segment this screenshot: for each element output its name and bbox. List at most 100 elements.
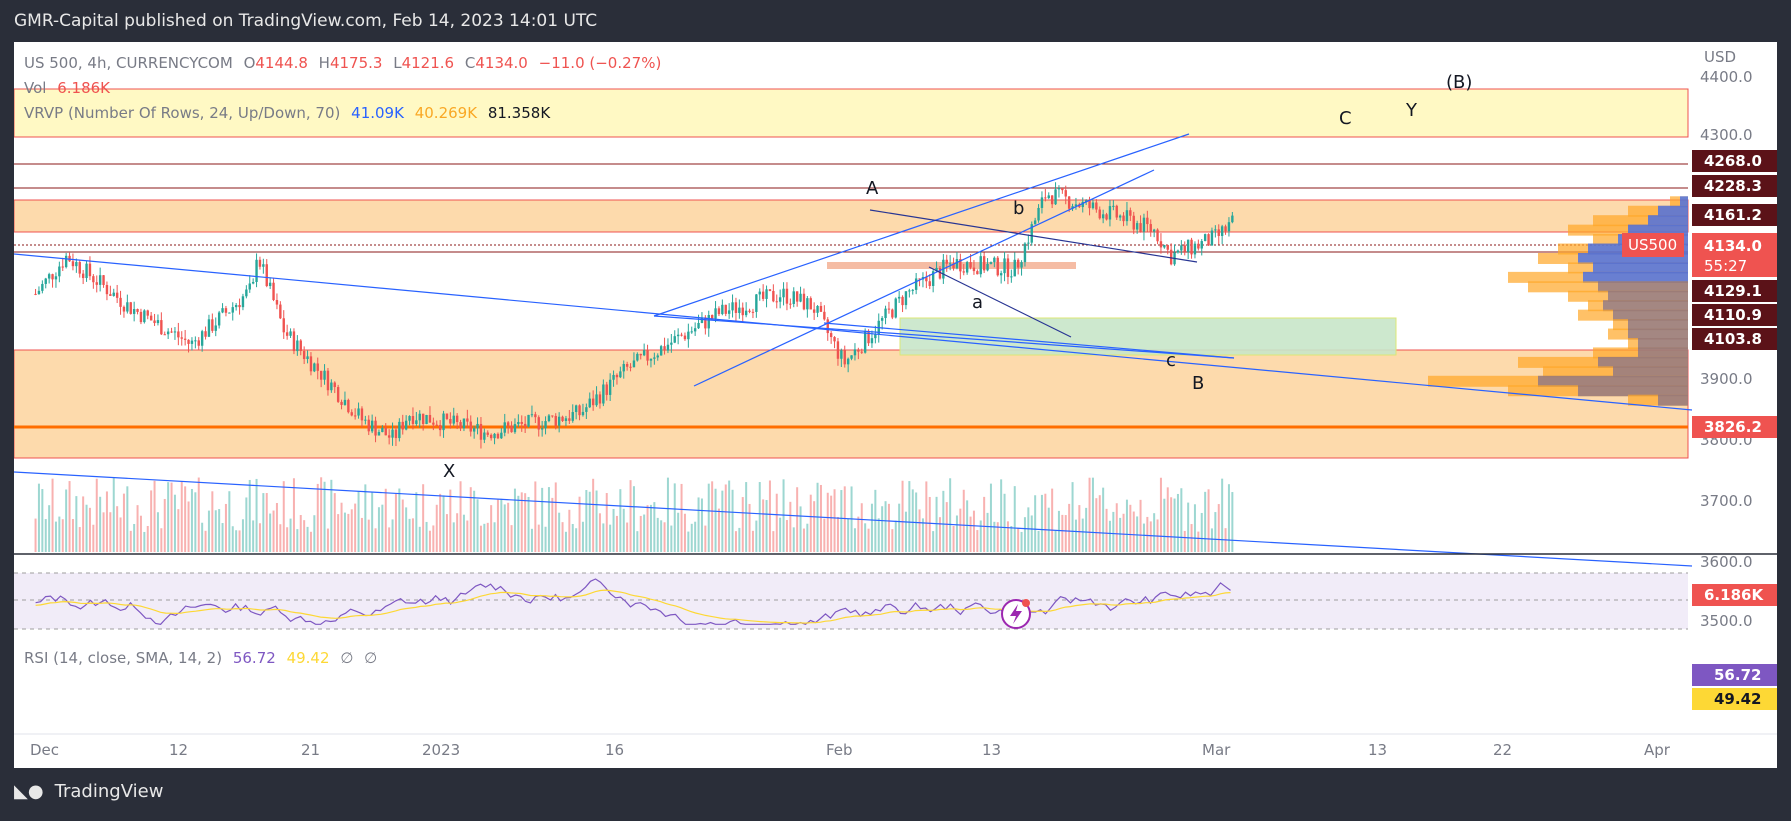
volume-bar bbox=[309, 531, 312, 552]
volume-bar bbox=[1074, 519, 1077, 552]
volume-bar bbox=[836, 517, 839, 552]
candle-body bbox=[44, 278, 47, 284]
volume-bar bbox=[867, 528, 870, 552]
candle-body bbox=[51, 274, 54, 280]
volume-bar bbox=[507, 502, 510, 552]
candle-body bbox=[1142, 217, 1146, 232]
candle-body bbox=[180, 337, 183, 339]
badge-4268: 4268.0 bbox=[1704, 152, 1762, 170]
legend-vrvp-down: 40.269K bbox=[414, 104, 478, 122]
volume-bar bbox=[99, 496, 102, 552]
candle-body bbox=[387, 435, 391, 438]
volume-bar bbox=[734, 531, 737, 552]
volume-bar bbox=[180, 481, 183, 552]
candle-body bbox=[1003, 258, 1006, 274]
candle-body bbox=[1197, 243, 1200, 249]
volume-bar bbox=[85, 504, 88, 552]
chart-canvas[interactable]: A b a c B X C Y (B) USD 4400.0 4300.0 39… bbox=[14, 42, 1777, 768]
volume-bar bbox=[51, 478, 54, 552]
wave-label-B: B bbox=[1192, 373, 1204, 394]
volume-bar bbox=[911, 489, 914, 552]
candle-body bbox=[574, 405, 578, 413]
volume-bar bbox=[921, 518, 924, 552]
volume-bar bbox=[102, 512, 105, 552]
candle-body bbox=[364, 419, 367, 421]
volume-profile-row-up bbox=[1598, 281, 1688, 293]
volume-bar bbox=[299, 515, 302, 552]
volume-profile-row-up bbox=[1538, 375, 1688, 387]
candle-body bbox=[588, 398, 591, 408]
replay-lightning-icon[interactable] bbox=[1001, 599, 1031, 629]
volume-bar bbox=[789, 501, 792, 552]
candle-body bbox=[1183, 245, 1186, 252]
volume-profile-row-up bbox=[1613, 366, 1688, 378]
candle-body bbox=[336, 387, 340, 402]
candle-body bbox=[510, 425, 513, 433]
volume-bar bbox=[452, 522, 455, 552]
legend-ohlc: US 500, 4h, CURRENCYCOM O4144.8 H4175.3 … bbox=[24, 54, 662, 72]
candle-body bbox=[904, 291, 908, 306]
volume-bar bbox=[71, 519, 74, 552]
volume-profile-row-up bbox=[1578, 385, 1688, 397]
volume-bar bbox=[1088, 477, 1091, 552]
volume-bar bbox=[843, 486, 846, 552]
volume-bar bbox=[959, 508, 962, 552]
candle-body bbox=[500, 432, 503, 439]
volume-bar bbox=[303, 520, 306, 552]
candle-body bbox=[969, 262, 972, 268]
candle-body bbox=[129, 302, 132, 314]
candle-body bbox=[503, 422, 506, 433]
volume-bar bbox=[755, 520, 758, 552]
volume-bar bbox=[187, 501, 190, 552]
candle-body bbox=[1152, 229, 1156, 232]
candle-body bbox=[884, 308, 887, 319]
volume-profile-row-up bbox=[1598, 356, 1688, 368]
candle-body bbox=[928, 281, 931, 286]
volume-bar bbox=[1149, 521, 1152, 552]
volume-bar bbox=[377, 507, 380, 552]
volume-bar bbox=[241, 519, 244, 552]
volume-bar bbox=[918, 509, 921, 552]
volume-bar bbox=[269, 513, 272, 552]
candle-body bbox=[1118, 215, 1122, 218]
volume-bar bbox=[1173, 498, 1176, 552]
volume-bar bbox=[462, 514, 465, 552]
chart-panel[interactable]: A b a c B X C Y (B) USD 4400.0 4300.0 39… bbox=[14, 42, 1777, 768]
candle-body bbox=[833, 337, 836, 342]
candle-body bbox=[1207, 234, 1210, 246]
supply-zone bbox=[14, 88, 1689, 138]
candle-body bbox=[568, 418, 571, 421]
volume-bar bbox=[371, 491, 374, 552]
time-tick-22: 22 bbox=[1493, 741, 1512, 759]
candle-body bbox=[398, 421, 401, 439]
volume-bar bbox=[326, 528, 329, 552]
volume-bar bbox=[558, 512, 561, 552]
volume-bar bbox=[153, 480, 156, 552]
legend-close: 4134.0 bbox=[475, 54, 528, 72]
volume-bar bbox=[585, 490, 588, 552]
volume-bar bbox=[197, 477, 200, 552]
volume-bar bbox=[629, 480, 632, 552]
candle-body bbox=[741, 307, 744, 316]
candle-body bbox=[908, 290, 911, 292]
legend-vrvp-up: 41.09K bbox=[351, 104, 404, 122]
volume-bar bbox=[82, 496, 85, 552]
volume-bar bbox=[877, 518, 880, 552]
candle-body bbox=[625, 364, 629, 367]
candle-body bbox=[197, 340, 200, 346]
volume-bar bbox=[758, 482, 761, 552]
candle-body bbox=[598, 394, 602, 404]
candle-body bbox=[867, 330, 870, 344]
volume-bar bbox=[765, 500, 768, 552]
candle-body bbox=[782, 288, 785, 298]
volume-bar bbox=[473, 490, 476, 552]
candle-body bbox=[296, 340, 299, 352]
volume-bar bbox=[768, 480, 771, 552]
candle-body bbox=[795, 291, 799, 302]
candle-body bbox=[585, 407, 588, 412]
volume-bar bbox=[92, 524, 95, 552]
candle-body bbox=[761, 291, 765, 299]
volume-bar bbox=[802, 528, 805, 552]
candle-body bbox=[207, 319, 211, 337]
volume-bar bbox=[510, 525, 513, 552]
